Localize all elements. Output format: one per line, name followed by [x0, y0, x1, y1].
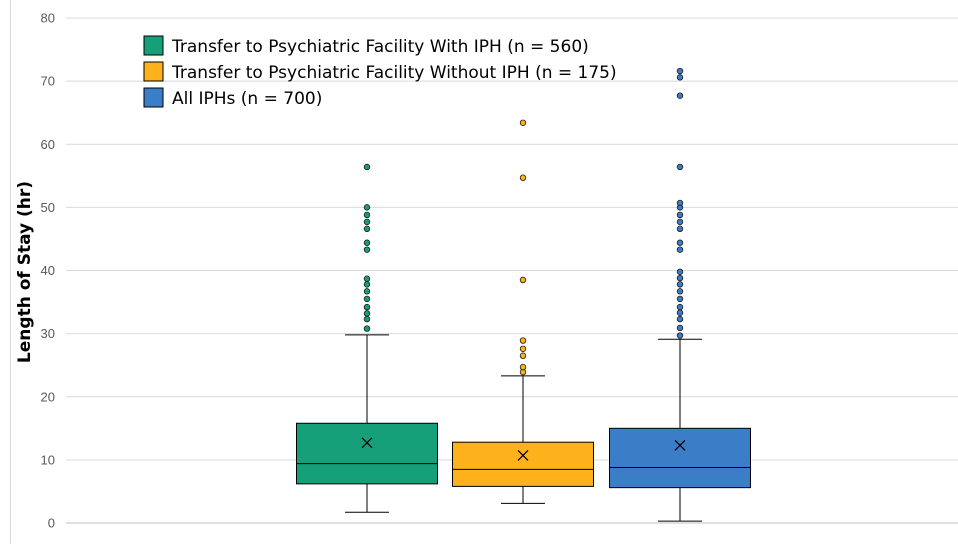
y-tick-label: 20 [41, 389, 55, 404]
outlier-point [676, 332, 684, 339]
legend-entry: Transfer to Psychiatric Facility With IP… [171, 37, 589, 57]
mean-marker [674, 439, 686, 451]
outlier-point [676, 274, 684, 282]
outlier-point [676, 268, 684, 275]
outlier-point [363, 275, 371, 282]
y-tick-label: 0 [48, 516, 55, 531]
outlier-point [676, 281, 684, 288]
mean-marker [517, 450, 529, 461]
outlier-point [676, 199, 684, 207]
outlier-point [676, 218, 684, 226]
outlier-point [363, 218, 371, 226]
outlier-point [676, 67, 684, 75]
outlier-point [363, 315, 371, 323]
outlier-point [519, 345, 527, 352]
outlier-point [363, 295, 371, 303]
legend-swatch [143, 87, 164, 108]
outlier-point [363, 310, 371, 317]
outlier-point [363, 303, 371, 311]
box-series [296, 163, 438, 513]
legend-swatch [143, 61, 164, 82]
y-axis: 0 10 20 30 40 50 60 70 80 [41, 11, 55, 531]
y-tick-label: 70 [41, 74, 55, 89]
y-tick-label: 40 [41, 263, 55, 278]
mean-marker [361, 437, 373, 449]
outlier-point [676, 295, 684, 303]
legend: Transfer to Psychiatric Facility With IP… [143, 35, 617, 109]
outlier-point [363, 239, 371, 246]
outlier-point [676, 303, 684, 311]
outlier-point [519, 119, 527, 126]
legend-entry: All IPHs (n = 700) [172, 89, 322, 109]
outlier-point [519, 174, 527, 181]
outlier-point [519, 337, 527, 344]
y-tick-label: 10 [41, 452, 55, 467]
outlier-point [676, 211, 684, 219]
y-tick-label: 30 [41, 326, 55, 341]
outlier-point [363, 246, 371, 253]
outlier-point [676, 74, 684, 81]
outlier-point [676, 246, 684, 253]
outlier-point [363, 211, 371, 219]
box [296, 422, 438, 485]
outlier-point [676, 315, 684, 323]
outlier-point [676, 288, 684, 295]
outlier-point [363, 281, 371, 288]
outlier-point [363, 288, 371, 295]
outlier-point [676, 92, 684, 99]
y-axis-label: Length of Stay (hr) [15, 181, 35, 363]
outlier-point [363, 225, 371, 233]
outlier-point [519, 363, 527, 371]
outlier-point [676, 225, 684, 233]
boxes [296, 67, 751, 522]
box-series [609, 67, 751, 522]
frame-left-border [10, 0, 11, 544]
box-series [452, 119, 594, 504]
outlier-point [519, 352, 527, 359]
legend-entry: Transfer to Psychiatric Facility Without… [171, 63, 617, 83]
outlier-point [676, 324, 684, 332]
gridlines [66, 17, 958, 524]
outlier-point [363, 163, 371, 171]
y-tick-label: 50 [41, 200, 55, 215]
box [452, 441, 594, 487]
outlier-point [676, 239, 684, 246]
outlier-point [363, 204, 371, 211]
outlier-point [519, 276, 527, 284]
outlier-point [363, 325, 371, 332]
y-tick-label: 80 [41, 11, 55, 26]
y-tick-label: 60 [41, 137, 55, 152]
box [609, 427, 751, 489]
outlier-point [676, 163, 684, 171]
outlier-point [676, 309, 684, 316]
legend-swatch [143, 35, 164, 56]
